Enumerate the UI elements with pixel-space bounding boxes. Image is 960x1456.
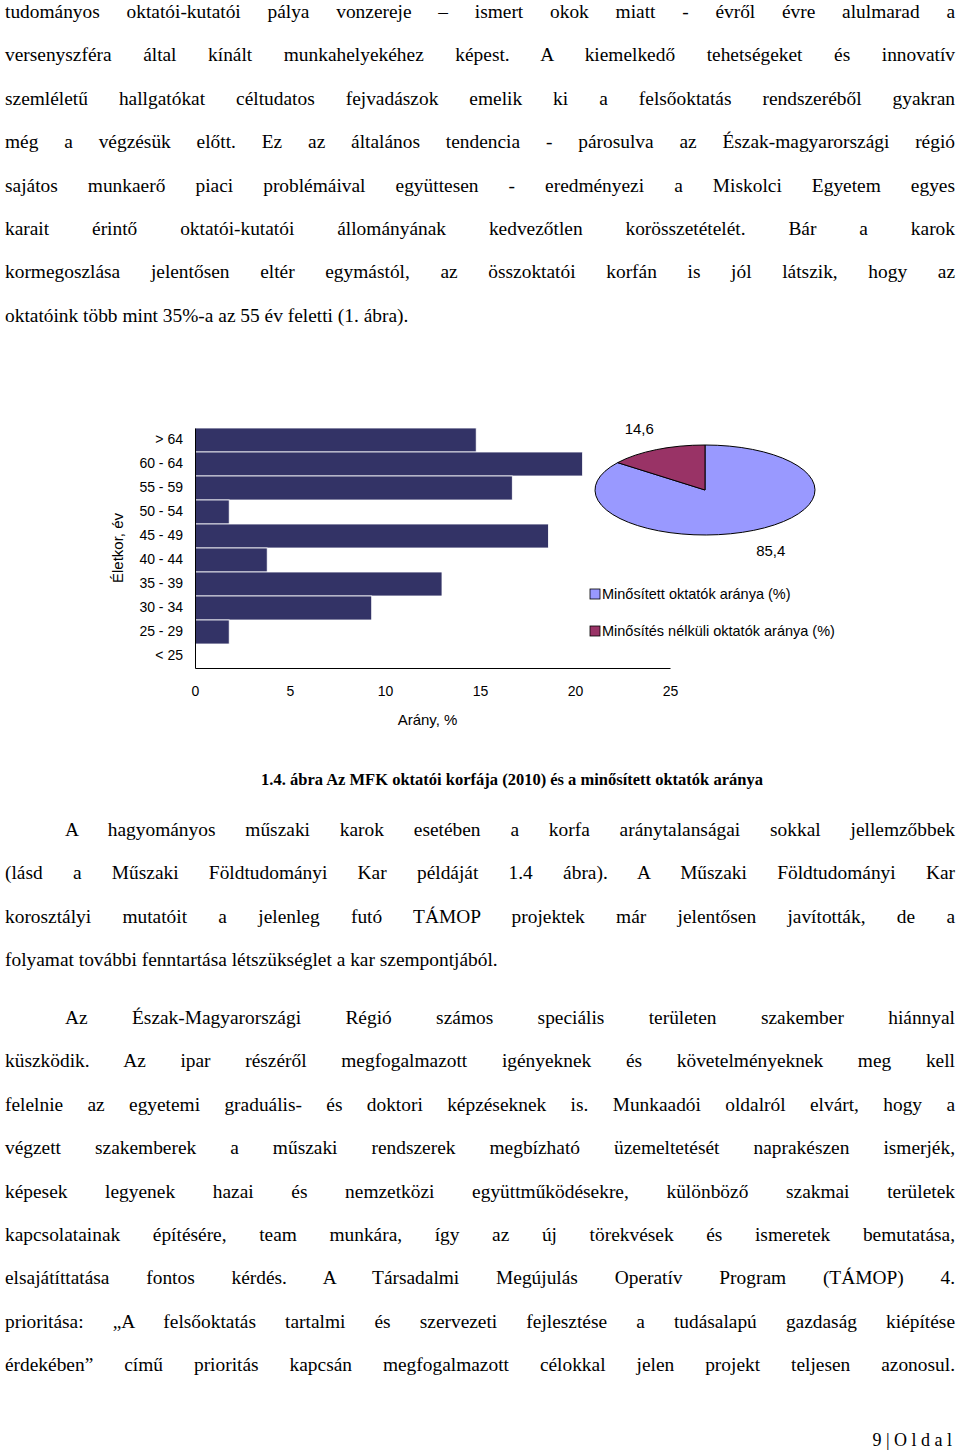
text-line: érdekében” című prioritás kapcsán megfog…: [5, 1343, 955, 1386]
tick: > 64: [155, 431, 195, 447]
x-axis-title: Arány, %: [398, 711, 458, 728]
pie-chart: 85,414,6Minősített oktatók aránya (%)Min…: [590, 420, 835, 639]
tick: 45 - 49: [139, 527, 195, 543]
text-line: (lásd a Műszaki Földtudományi Kar példáj…: [5, 851, 955, 894]
tick: < 25: [155, 647, 195, 663]
tick-label: 0: [192, 683, 200, 699]
bar: [195, 452, 583, 476]
tick-label: 40 - 44: [139, 551, 183, 567]
tick: 10: [378, 668, 394, 699]
tick-label: 35 - 39: [139, 575, 183, 591]
bar: [195, 548, 267, 572]
text-line: Az Észak-Magyarországi Régió számos spec…: [5, 996, 955, 1039]
tick: 50 - 54: [139, 503, 195, 519]
tick: 30 - 34: [139, 599, 195, 615]
paragraph: A hagyományos műszaki karok esetében a k…: [5, 808, 955, 982]
paragraph: Az Észak-Magyarországi Régió számos spec…: [5, 996, 955, 1387]
tick-label: 30 - 34: [139, 599, 183, 615]
tick-label: 45 - 49: [139, 527, 183, 543]
tick-label: < 25: [155, 647, 183, 663]
y-axis: > 64 60 - 64 55 - 59 50 - 54 45 - 49 40 - 44 3…: [139, 429, 195, 669]
tick-label: > 64: [155, 431, 183, 447]
bar: [195, 572, 442, 596]
tick-label: 50 - 54: [139, 503, 183, 519]
tick-label: 25: [663, 683, 679, 699]
legend: Minősített oktatók aránya (%) Minősítés n…: [590, 586, 835, 639]
figure: > 64 60 - 64 55 - 59 50 - 54 45 - 49 40 - 44 3…: [0, 0, 960, 1456]
axis-line: [196, 668, 671, 669]
tick: 35 - 39: [139, 575, 195, 591]
bar: [195, 476, 512, 500]
bars: [195, 428, 583, 644]
text-line: küszködik. Az ipar részéről megfogalmazo…: [5, 1039, 955, 1082]
data-label: 85,4: [756, 542, 785, 559]
tick: 20: [568, 668, 584, 699]
text-line: még a végzésük előtt. Ez az általános te…: [5, 120, 955, 163]
text-line: szemléletű hallgatókat céltudatos fejvad…: [5, 77, 955, 120]
text-line: elsajátíttatása fontos kérdés. A Társada…: [5, 1256, 955, 1299]
tick: 0: [192, 668, 200, 699]
text-line: végzett szakemberek a műszaki rendszerek…: [5, 1126, 955, 1169]
legend-swatch: [590, 626, 600, 636]
tick-label: 10: [378, 683, 394, 699]
text-line: kormegoszlása jelentősen eltér egymástól…: [5, 250, 955, 293]
y-axis-title: Életkor, év: [109, 512, 126, 583]
text-line: karait érintő oktatói-kutatói állományán…: [5, 207, 955, 250]
tick: 40 - 44: [139, 551, 195, 567]
bar: [195, 500, 229, 524]
paragraph: tudományos oktatói-kutatói pálya vonzere…: [5, 0, 955, 337]
legend-swatch: [590, 589, 600, 599]
tick: 25 - 29: [139, 623, 195, 639]
bar: [195, 620, 229, 644]
tick: 55 - 59: [139, 479, 195, 495]
text-line: tudományos oktatói-kutatói pálya vonzere…: [5, 0, 955, 33]
bar: [195, 524, 548, 548]
tick-label: 55 - 59: [139, 479, 183, 495]
slices: [595, 445, 815, 535]
text-line: versenyszféra által kínált munkahelyekéh…: [5, 33, 955, 76]
tick-label: 20: [568, 683, 584, 699]
tick: 60 - 64: [139, 455, 195, 471]
bar: [195, 428, 476, 452]
tick-label: 25 - 29: [139, 623, 183, 639]
slice: [595, 445, 815, 535]
x-axis: 0 5 10 15 20 25: [192, 668, 679, 699]
page-footer: 9 | O l d a l: [872, 1430, 952, 1451]
tick: 15: [473, 668, 489, 699]
tick: 5: [287, 668, 295, 699]
text-line: sajátos munkaerő piaci problémáival együ…: [5, 164, 955, 207]
data-label: 14,6: [625, 420, 654, 437]
caption: 1.4. ábra Az MFK oktatói korfája (2010) …: [0, 770, 960, 790]
legend-entry: Minősített oktatók aránya (%): [602, 586, 791, 602]
text-line: korosztályi mutatóit a jelenleg futó TÁM…: [5, 895, 955, 938]
slice: [618, 445, 705, 490]
tick-label: 60 - 64: [139, 455, 183, 471]
text-line: prioritása: „A felsőoktatás tartalmi és …: [5, 1300, 955, 1343]
tick-label: 5: [287, 683, 295, 699]
axis-line: [195, 429, 196, 669]
text-line: felelnie az egyetemi graduális- és dokto…: [5, 1083, 955, 1126]
legend-entry: Minősítés nélküli oktatók aránya (%): [602, 623, 835, 639]
text-line: A hagyományos műszaki karok esetében a k…: [5, 808, 955, 851]
text-line: képesek legyenek hazai és nemzetközi egy…: [5, 1170, 955, 1213]
text-line: folyamat további fenntartása létszükségl…: [5, 938, 955, 981]
tick: 25: [663, 668, 679, 699]
bar: [195, 596, 372, 620]
bar-chart: > 64 60 - 64 55 - 59 50 - 54 45 - 49 40 - 44 3…: [109, 428, 678, 728]
text-line: oktatóink több mint 35%-a az 55 év felet…: [5, 294, 955, 337]
text-line: kapcsolatainak építésére, team munkára, …: [5, 1213, 955, 1256]
tick-label: 15: [473, 683, 489, 699]
